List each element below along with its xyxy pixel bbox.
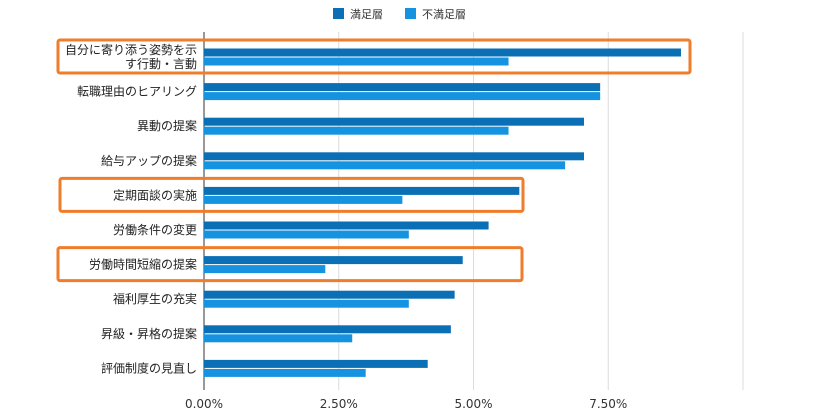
category-label-7: 福利厚生の充実 [113,291,197,306]
bar-dissatisfied-8 [204,334,353,343]
x-tick-label-1: 2.50% [320,397,358,411]
bar-dissatisfied-3 [204,161,566,170]
bar-satisfied-0 [204,48,682,57]
bar-dissatisfied-2 [204,126,509,135]
highlight-box-0 [56,38,692,75]
bar-dissatisfied-6 [204,265,326,274]
category-label-0-line-1: す行動・言動 [125,57,197,71]
bar-satisfied-7 [204,290,455,299]
legend-label-1: 不満足層 [422,8,466,21]
highlight-box-4 [58,176,525,213]
category-label-5: 労働条件の変更 [113,222,197,237]
bar-dissatisfied-5 [204,230,409,239]
bar-dissatisfied-0 [204,57,509,66]
bar-dissatisfied-7 [204,299,409,308]
bar-dissatisfied-9 [204,368,366,377]
category-label-4: 定期面談の実施 [113,187,197,202]
bar-satisfied-2 [204,117,584,126]
bar-satisfied-1 [204,83,601,92]
legend-label-0: 満足層 [350,8,383,21]
category-label-2: 異動の提案 [137,118,197,133]
category-label-8: 昇級・昇格の提案 [101,326,197,341]
legend-swatch-1 [405,8,416,19]
bar-satisfied-3 [204,152,584,161]
bar-satisfied-8 [204,325,451,334]
bar-satisfied-6 [204,256,463,265]
highlight-box-6 [56,246,524,283]
x-tick-label-0: 0.00% [185,397,223,411]
bar-dissatisfied-4 [204,195,403,204]
bar-satisfied-5 [204,221,489,230]
legend-swatch-0 [333,8,344,19]
bar-dissatisfied-1 [204,92,601,101]
category-label-1: 転職理由のヒアリング [77,85,197,99]
category-label-9: 評価制度の見直し [101,360,197,375]
x-tick-label-3: 7.50% [589,397,627,411]
bar-satisfied-9 [204,359,428,368]
bar-satisfied-4 [204,186,520,195]
category-label-0-line-0: 自分に寄り添う姿勢を示 [65,42,197,57]
category-label-6: 労働時間短縮の提案 [89,257,197,272]
x-tick-label-2: 5.00% [454,397,492,411]
category-label-3: 給与アップの提案 [101,153,197,168]
